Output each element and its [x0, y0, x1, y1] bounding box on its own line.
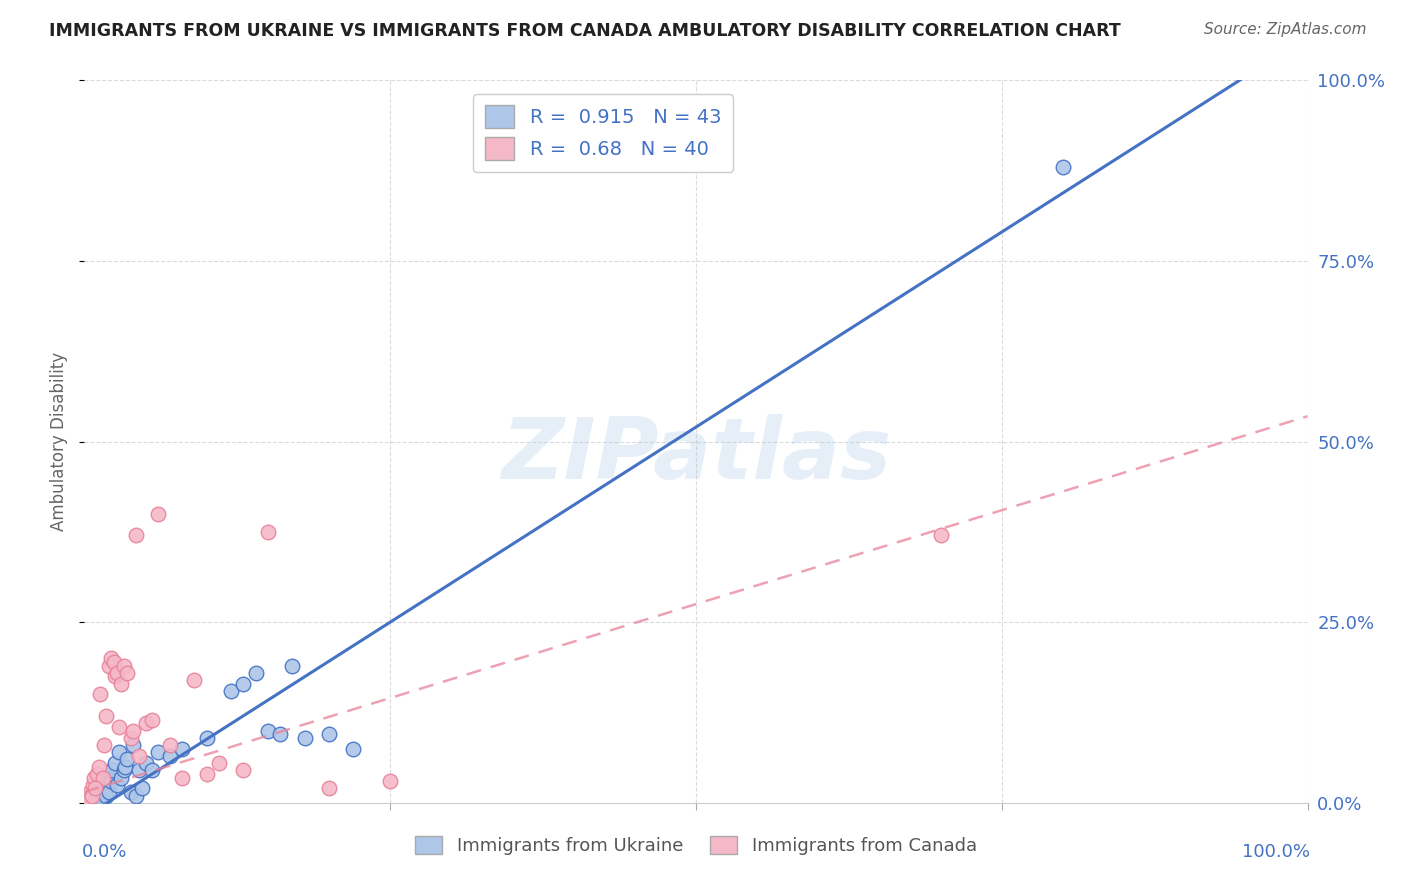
Point — [257, 723, 280, 738]
Point — [96, 789, 118, 803]
Point — [122, 738, 145, 752]
Point — [101, 764, 124, 778]
Point — [79, 794, 101, 808]
Point — [96, 709, 118, 723]
Point — [83, 792, 105, 806]
Point — [245, 665, 267, 680]
Point — [183, 673, 205, 687]
Text: IMMIGRANTS FROM UKRAINE VS IMMIGRANTS FROM CANADA AMBULATORY DISABILITY CORRELAT: IMMIGRANTS FROM UKRAINE VS IMMIGRANTS FR… — [49, 22, 1121, 40]
Point — [172, 771, 194, 785]
Point — [97, 658, 120, 673]
Point — [105, 778, 128, 792]
Point — [128, 748, 150, 763]
Point — [107, 745, 129, 759]
Point — [82, 793, 104, 807]
Point — [141, 764, 163, 778]
Point — [107, 720, 129, 734]
Point — [91, 771, 114, 785]
Point — [91, 785, 114, 799]
Point — [122, 723, 145, 738]
Point — [87, 789, 110, 803]
Point — [89, 687, 111, 701]
Point — [115, 665, 138, 680]
Point — [86, 790, 108, 805]
Point — [131, 781, 153, 796]
Point — [76, 794, 98, 808]
Point — [79, 785, 101, 799]
Text: 100.0%: 100.0% — [1241, 843, 1310, 861]
Point — [135, 716, 157, 731]
Point — [112, 658, 135, 673]
Y-axis label: Ambulatory Disability: Ambulatory Disability — [51, 352, 69, 531]
Point — [87, 760, 110, 774]
Point — [172, 741, 194, 756]
Point — [380, 774, 402, 789]
Point — [77, 794, 100, 808]
Point — [1052, 160, 1074, 174]
Point — [125, 528, 148, 542]
Text: ZIPatlas: ZIPatlas — [501, 415, 891, 498]
Point — [77, 792, 100, 806]
Text: Source: ZipAtlas.com: Source: ZipAtlas.com — [1204, 22, 1367, 37]
Point — [93, 778, 115, 792]
Point — [83, 771, 105, 785]
Point — [114, 760, 136, 774]
Point — [294, 731, 316, 745]
Point — [232, 676, 254, 690]
Point — [103, 655, 125, 669]
Point — [115, 752, 138, 766]
Legend: Immigrants from Ukraine, Immigrants from Canada: Immigrants from Ukraine, Immigrants from… — [408, 829, 984, 863]
Point — [128, 764, 150, 778]
Point — [97, 771, 120, 785]
Point — [104, 669, 127, 683]
Point — [100, 774, 122, 789]
Point — [86, 767, 108, 781]
Point — [84, 781, 107, 796]
Point — [232, 764, 254, 778]
Point — [105, 665, 128, 680]
Point — [110, 771, 132, 785]
Point — [146, 745, 169, 759]
Point — [929, 528, 952, 542]
Point — [82, 778, 104, 792]
Point — [208, 756, 231, 770]
Point — [93, 738, 115, 752]
Point — [135, 756, 157, 770]
Point — [269, 727, 291, 741]
Point — [89, 794, 111, 808]
Point — [112, 764, 135, 778]
Point — [77, 792, 100, 806]
Point — [97, 785, 120, 799]
Point — [159, 748, 181, 763]
Point — [100, 651, 122, 665]
Point — [86, 785, 108, 799]
Point — [120, 785, 142, 799]
Point — [195, 731, 218, 745]
Point — [257, 524, 280, 539]
Point — [146, 507, 169, 521]
Point — [125, 789, 148, 803]
Point — [219, 683, 242, 698]
Text: 0.0%: 0.0% — [82, 843, 128, 861]
Point — [318, 727, 340, 741]
Point — [80, 789, 103, 803]
Point — [195, 767, 218, 781]
Point — [141, 713, 163, 727]
Point — [104, 756, 127, 770]
Point — [159, 738, 181, 752]
Point — [281, 658, 304, 673]
Point — [110, 676, 132, 690]
Point — [120, 731, 142, 745]
Point — [342, 741, 364, 756]
Point — [318, 781, 340, 796]
